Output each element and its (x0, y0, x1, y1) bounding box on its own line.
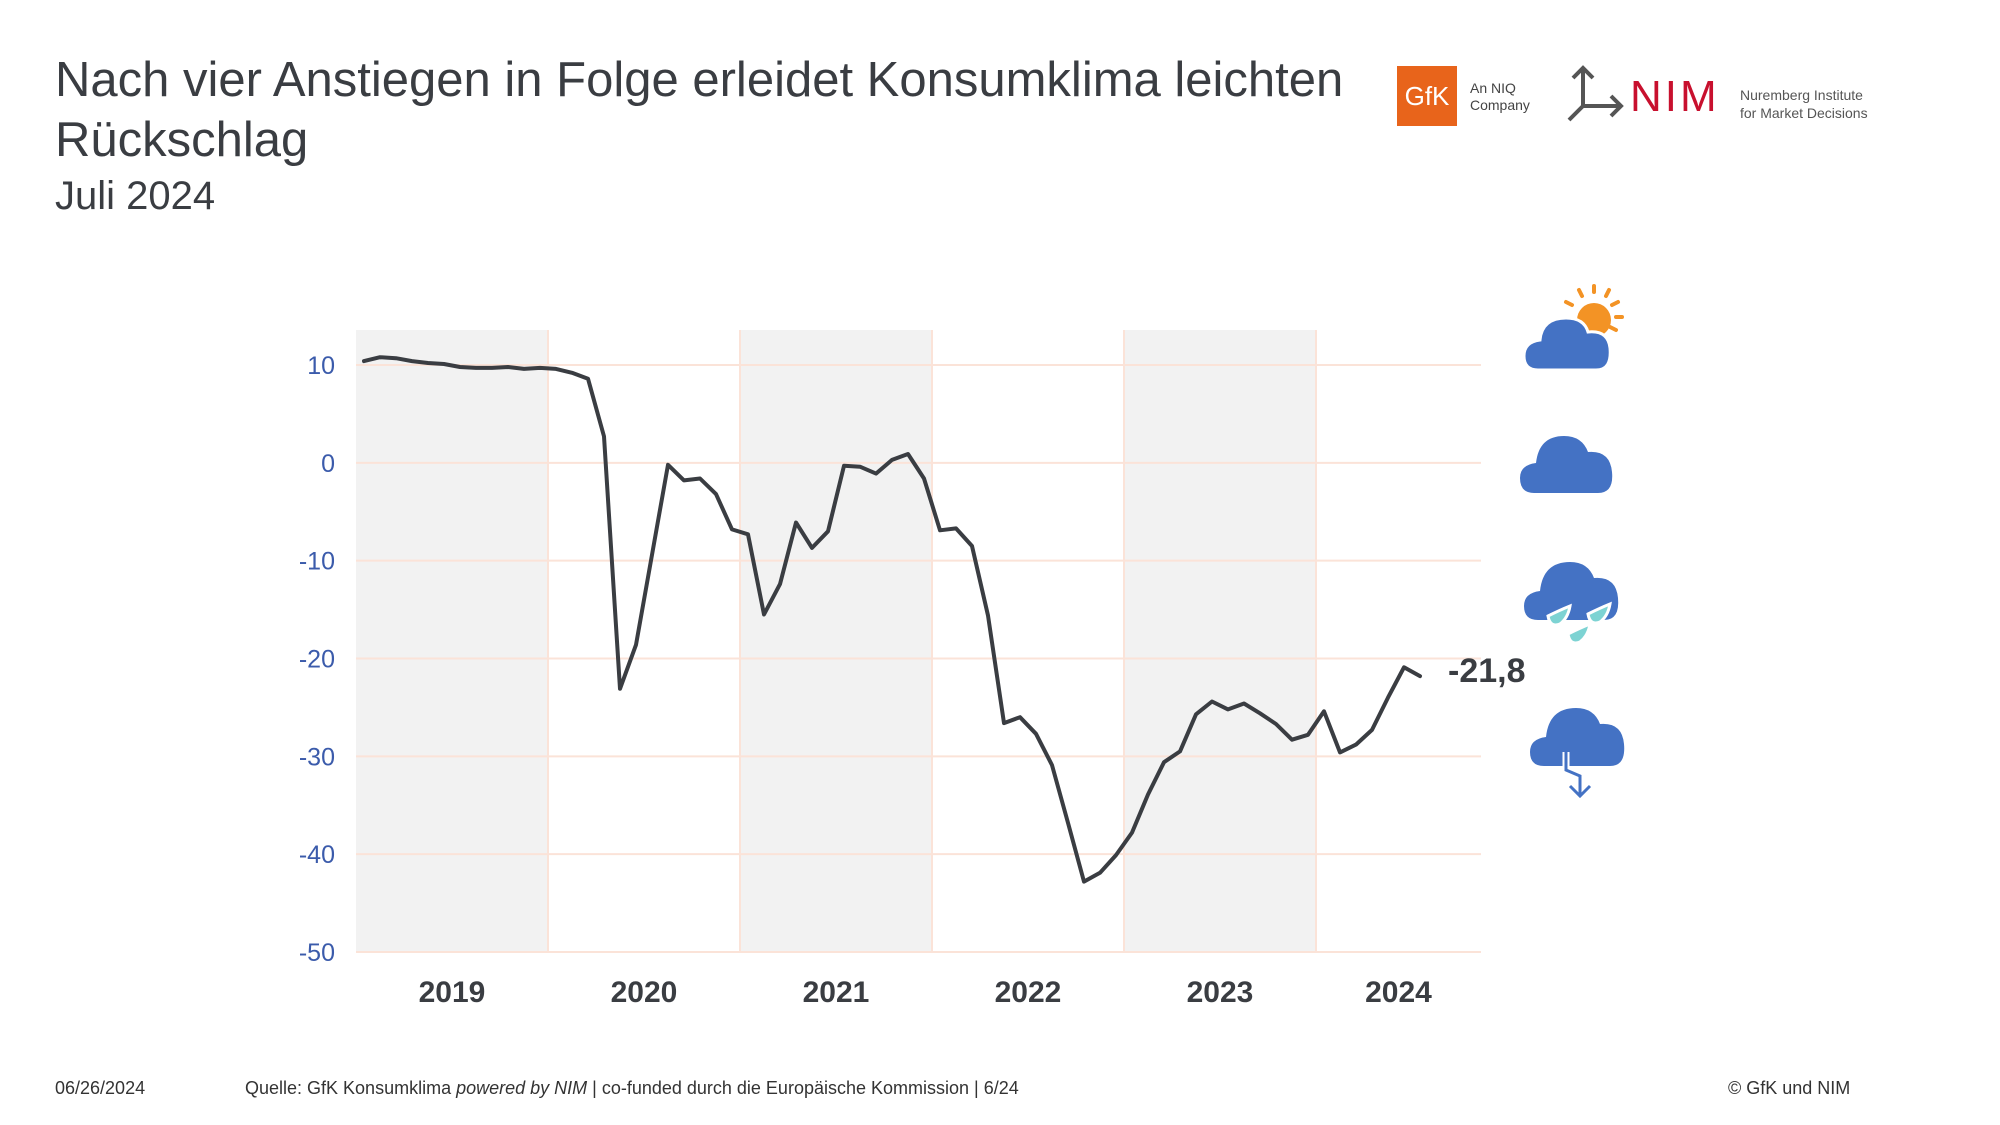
footer-source-prefix: Quelle: GfK Konsumklima (245, 1078, 457, 1098)
gfk-logo: GfK (1397, 66, 1457, 126)
year-band-2019 (356, 330, 548, 952)
year-band-2023 (1124, 330, 1316, 952)
sun-behind-cloud-icon (1524, 284, 1624, 372)
gfk-tagline-line1: An NIQ (1470, 80, 1516, 96)
last-value-label: -21,8 (1448, 652, 1526, 690)
page-title: Nach vier Anstiegen in Folge erleidet Ko… (55, 53, 1344, 167)
y-tick-label: -20 (299, 646, 335, 674)
y-tick-label: -30 (299, 743, 335, 771)
rain-cloud-icon (1524, 562, 1619, 645)
footer-copyright: © GfK und NIM (1728, 1078, 1851, 1098)
footer-date: 06/26/2024 (55, 1078, 146, 1098)
footer-source-italic: powered by NIM (456, 1078, 588, 1098)
x-tick-label: 2019 (419, 976, 486, 1009)
footer-source: Quelle: GfK Konsumklima powered by NIM |… (245, 1078, 1019, 1099)
x-tick-label: 2023 (1187, 976, 1254, 1009)
footer-source-suffix: | co-funded durch die Europäische Kommis… (587, 1078, 1019, 1098)
gfk-logo-text: GfK (1404, 80, 1450, 111)
x-tick-label: 2022 (995, 976, 1062, 1009)
y-tick-label: -40 (299, 841, 335, 869)
x-tick-label: 2021 (803, 976, 870, 1009)
gfk-tagline: An NIQ Company (1470, 80, 1530, 114)
x-tick-label: 2024 (1365, 976, 1432, 1009)
storm-cloud-icon (1530, 708, 1625, 801)
y-tick-label: 10 (307, 352, 335, 380)
gfk-tagline-line2: Company (1470, 97, 1530, 113)
page-subtitle: Juli 2024 (55, 174, 216, 218)
y-tick-label: 0 (321, 450, 335, 478)
nim-tagline: Nuremberg Institute for Market Decisions (1740, 86, 1868, 122)
y-tick-label: -10 (299, 548, 335, 576)
cloud-icon (1520, 436, 1613, 493)
nim-tagline-line1: Nuremberg Institute (1740, 87, 1863, 103)
x-tick-label: 2020 (611, 976, 678, 1009)
nim-logo: NIM (1630, 72, 1720, 121)
year-band-2021 (740, 330, 932, 952)
nim-tagline-line2: for Market Decisions (1740, 105, 1868, 121)
y-tick-label: -50 (299, 939, 335, 967)
nim-arrow-icon (1567, 65, 1624, 122)
consumer-climate-line (362, 355, 1422, 884)
